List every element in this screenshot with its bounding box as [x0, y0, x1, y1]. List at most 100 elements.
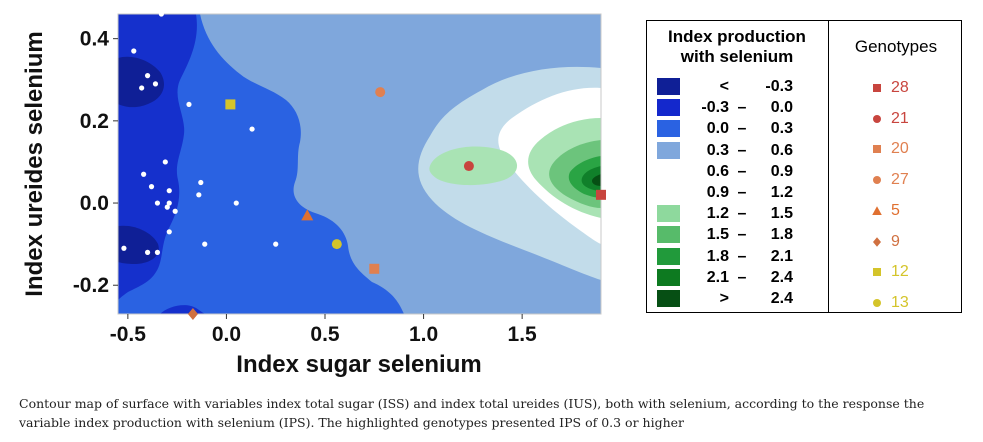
genotype-5-marker — [301, 209, 314, 221]
legend-swatch — [657, 78, 680, 95]
legend-range-lo: < — [719, 78, 729, 95]
genotype-legend-entry: 27 — [869, 169, 949, 191]
legend-range-dash: – — [737, 120, 747, 138]
genotype-legend-shape — [872, 205, 882, 215]
contour-regions — [118, 14, 601, 314]
genotype-legend-entry: 12 — [869, 261, 949, 283]
y-axis-label: Index ureides selenium — [21, 31, 48, 296]
y-tick-label: -0.2 — [73, 274, 109, 297]
contour-legend-entry: -0.3– 0.0 — [657, 98, 827, 118]
legend-swatch — [657, 268, 680, 286]
data-point — [121, 245, 127, 251]
legend-swatch — [657, 120, 680, 138]
data-point — [166, 229, 172, 235]
data-point — [154, 249, 161, 255]
contour-plot: -0.5 0.0 0.5 1.0 1.5 -0.2 0.0 0.2 0.4 Index suga… — [21, 11, 606, 378]
legend-range-dash: – — [737, 99, 747, 117]
genotype-legend-label: 12 — [891, 263, 909, 281]
figure-caption: Contour map of surface with variables in… — [19, 396, 925, 430]
legend-range-lo: 1.2 — [706, 205, 729, 223]
contour-legend-entry: 0.0– 0.3 — [657, 119, 827, 139]
data-point — [162, 159, 168, 165]
data-point — [144, 249, 151, 255]
legend-range-lo: -0.3 — [701, 99, 729, 117]
contour-legend-entry: 0.3– 0.6 — [657, 141, 827, 161]
data-points — [121, 11, 279, 255]
y-tick-label: 0.2 — [80, 110, 109, 133]
legend-divider — [828, 21, 829, 312]
legend-range-dash: – — [737, 226, 747, 244]
data-point — [139, 85, 145, 91]
contour-legend-entry: < -0.3 — [657, 77, 827, 97]
legend-range-hi: 2.1 — [770, 247, 793, 265]
data-point — [166, 188, 172, 194]
y-tick-label: 0.4 — [80, 28, 110, 51]
legend-range-hi: 0.6 — [770, 141, 793, 159]
genotype-28-marker — [596, 189, 606, 200]
genotype-20-marker — [369, 263, 380, 274]
contour-legend-title: Index production with selenium — [668, 27, 806, 66]
legend-swatch — [657, 226, 680, 244]
axis-ticks: -0.5 0.0 0.5 1.0 1.5 -0.2 0.0 0.2 0.4 — [73, 28, 537, 346]
genotype-legend-label: 20 — [891, 140, 909, 158]
legend-range-hi: 0.0 — [770, 99, 793, 117]
contour-legend-entry: 1.5– 1.8 — [657, 225, 827, 245]
data-point — [154, 200, 161, 206]
legend-swatch — [657, 247, 680, 265]
plot-frame — [117, 13, 602, 315]
legend-range-lo: 1.8 — [706, 247, 729, 265]
legend-swatch — [657, 184, 680, 201]
genotype-13-marker — [331, 239, 342, 250]
data-point — [186, 101, 192, 108]
genotype-27-marker — [375, 87, 386, 98]
legend-swatch — [657, 290, 680, 307]
contour-legend-entry: 1.2– 1.5 — [657, 204, 827, 224]
genotype-legend-entry: 9 — [869, 231, 949, 253]
genotype-legend-marker — [873, 84, 881, 92]
genotype-legend-marker — [873, 268, 881, 277]
data-point — [131, 48, 137, 54]
data-point — [198, 179, 204, 186]
genotype-legend-marker — [873, 298, 881, 307]
genotype-markers — [187, 87, 606, 320]
data-point — [166, 200, 172, 206]
contour-legend-entry: 2.1– 2.4 — [657, 268, 827, 288]
data-point — [164, 204, 170, 210]
legend-range-hi: -0.3 — [765, 78, 793, 95]
legend-range-dash: – — [737, 205, 747, 223]
band-over-2.4 — [592, 174, 601, 186]
legend-range-hi: 0.9 — [770, 162, 793, 180]
genotype-legend-entry: 13 — [869, 292, 949, 314]
data-point — [249, 126, 255, 132]
legend-range-lo: 1.5 — [706, 226, 729, 244]
genotype-legend-shape — [873, 268, 881, 277]
y-tick-label: 0.0 — [80, 192, 109, 215]
genotype-21-marker — [463, 161, 474, 172]
x-tick-label: 1.0 — [409, 323, 438, 346]
data-point — [172, 208, 178, 214]
x-tick-label: 0.5 — [310, 323, 340, 346]
legend-range-hi: 0.3 — [770, 120, 793, 138]
legend-range-hi: 1.2 — [770, 184, 793, 201]
genotype-9-marker — [187, 308, 198, 320]
data-point — [202, 241, 208, 247]
genotype-legend-label: 5 — [891, 201, 900, 219]
x-tick-label: 0.0 — [212, 323, 241, 346]
data-point — [152, 81, 159, 87]
genotype-legend-marker — [873, 236, 881, 247]
legend-range-hi: 1.5 — [770, 205, 793, 223]
legend-range-dash: – — [737, 141, 747, 159]
legend-range-lo: 2.1 — [706, 268, 729, 286]
x-axis-label: Index sugar selenium — [236, 351, 481, 378]
legend-range-hi: 2.4 — [770, 268, 793, 286]
contour-figure: -0.5 0.0 0.5 1.0 1.5 -0.2 0.0 0.2 0.4 Index suga… — [21, 11, 962, 378]
genotype-legend-shape — [873, 84, 881, 92]
legend-box: Index production with selenium Genotypes… — [646, 20, 962, 313]
legend-range-lo: 0.6 — [706, 162, 729, 180]
data-point — [144, 73, 151, 79]
genotype-legend-shape — [873, 236, 881, 247]
data-point — [273, 241, 279, 247]
legend-range-dash: – — [737, 184, 747, 201]
genotype-legend-marker — [873, 114, 881, 123]
data-point — [148, 184, 155, 190]
